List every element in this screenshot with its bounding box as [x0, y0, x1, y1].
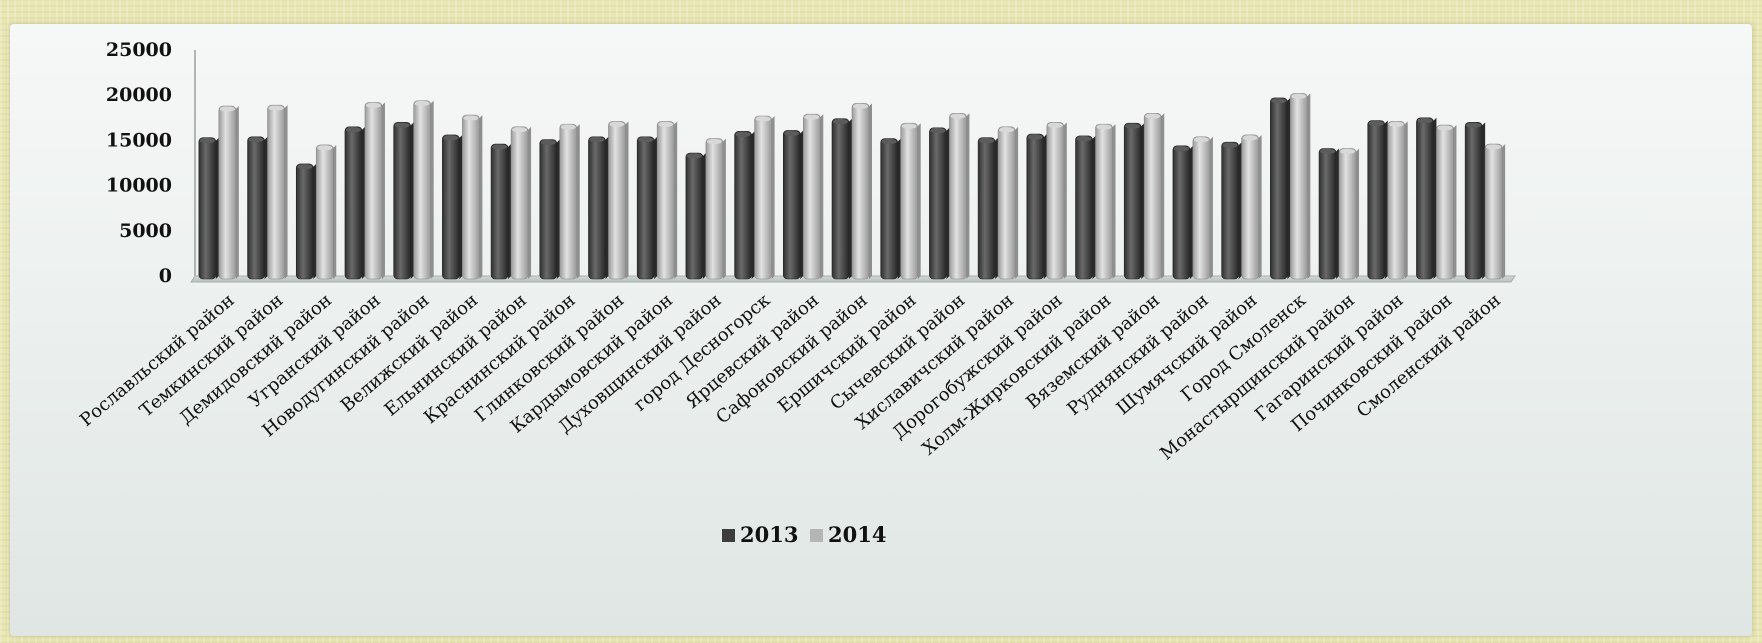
bar-2013 — [929, 127, 950, 280]
bar-2014 — [949, 112, 970, 280]
bar-2013 — [734, 131, 755, 280]
bar-2013 — [393, 122, 414, 280]
bar-2013 — [1367, 120, 1388, 280]
bar-2014 — [1290, 93, 1311, 280]
bar-2014 — [1436, 124, 1457, 280]
bar-2014 — [1192, 136, 1213, 280]
y-tick-label: 10000 — [106, 175, 172, 197]
bar-2013 — [1026, 133, 1047, 280]
bar-2014 — [997, 126, 1019, 280]
bar-2013 — [1172, 145, 1193, 280]
bar-2014 — [608, 121, 629, 280]
y-tick-label: 5000 — [119, 220, 172, 242]
y-tick-label: 15000 — [106, 129, 172, 151]
bar-2013 — [1123, 122, 1145, 280]
bar-2013 — [1075, 135, 1096, 280]
bar-2014 — [510, 126, 532, 280]
bar-chart: 0 5000 10000 15000 20000 25000 Рославльский р… — [76, 39, 1516, 547]
legend: 2013 2014 — [722, 522, 886, 547]
bar-2013 — [442, 134, 463, 280]
bar-2013 — [490, 143, 512, 280]
y-tick-label: 0 — [159, 265, 172, 287]
bar-2014 — [315, 144, 337, 280]
bar-2014 — [656, 121, 678, 280]
y-axis-ticks: 0 5000 10000 15000 20000 25000 — [106, 39, 172, 287]
bar-2014 — [1338, 148, 1360, 280]
legend-swatch — [810, 529, 823, 542]
bar-2013 — [636, 136, 658, 280]
bar-2014 — [559, 123, 580, 280]
bar-2014 — [1143, 112, 1165, 280]
legend-label: 2014 — [828, 522, 886, 547]
legend-swatch — [722, 529, 735, 542]
bar-2013 — [1318, 148, 1340, 280]
bar-2013 — [1270, 97, 1291, 280]
bar-2014 — [218, 105, 239, 280]
bar-2013 — [588, 136, 609, 280]
bar-2013 — [1221, 141, 1242, 280]
chart-panel: 0 5000 10000 15000 20000 25000 Рославльский р… — [10, 24, 1752, 636]
legend-item-2013: 2013 — [722, 522, 798, 547]
bar-2014 — [1387, 121, 1408, 280]
bar-2014 — [754, 115, 775, 280]
y-tick-label: 25000 — [106, 39, 172, 61]
legend-label: 2013 — [740, 522, 798, 547]
bar-2013 — [247, 136, 268, 280]
bar-2013 — [198, 137, 219, 280]
bar-2013 — [880, 138, 901, 280]
bar-2013 — [685, 152, 706, 280]
bar-2014 — [851, 103, 872, 280]
bar-2013 — [539, 139, 560, 280]
bar-2013 — [1416, 117, 1437, 280]
legend-item-2014: 2014 — [810, 522, 886, 547]
bar-2014 — [802, 113, 824, 280]
bar-2013 — [295, 163, 317, 280]
bar-2014 — [462, 114, 483, 280]
bar-2013 — [977, 137, 999, 280]
bar-2014 — [1095, 123, 1116, 280]
bar-2013 — [344, 126, 365, 280]
bar-2014 — [364, 102, 385, 280]
bar-2013 — [831, 118, 852, 280]
bar-2014 — [900, 122, 921, 280]
bar-2014 — [1241, 134, 1262, 280]
bar-2013 — [782, 130, 804, 280]
bars — [198, 93, 1506, 280]
bar-2014 — [1046, 122, 1067, 280]
bar-2013 — [1464, 122, 1486, 280]
bar-2014 — [705, 138, 726, 280]
bar-2014 — [1484, 143, 1506, 280]
y-tick-label: 20000 — [106, 84, 172, 106]
bar-2014 — [267, 104, 288, 280]
bar-2014 — [413, 100, 434, 280]
